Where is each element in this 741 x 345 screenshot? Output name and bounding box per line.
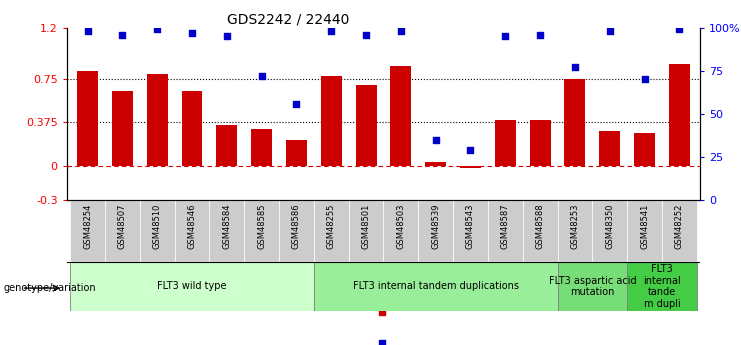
Bar — [321, 76, 342, 166]
Bar — [147, 73, 167, 166]
Text: FLT3
internal
tande
m dupli: FLT3 internal tande m dupli — [643, 264, 681, 309]
Point — [290, 101, 302, 106]
Point — [376, 341, 388, 345]
Bar — [391, 66, 411, 166]
Text: FLT3 internal tandem duplications: FLT3 internal tandem duplications — [353, 282, 519, 291]
Point — [569, 65, 581, 70]
Bar — [418, 200, 453, 262]
Bar — [182, 91, 202, 166]
Bar — [522, 200, 557, 262]
Text: GSM48501: GSM48501 — [362, 203, 370, 249]
Point — [82, 28, 93, 34]
Bar — [557, 200, 592, 262]
Point — [465, 147, 476, 153]
Text: FLT3 wild type: FLT3 wild type — [157, 282, 227, 291]
Bar — [599, 131, 620, 166]
Text: GSM48507: GSM48507 — [118, 203, 127, 249]
Bar — [245, 200, 279, 262]
Bar — [314, 200, 349, 262]
Bar — [175, 200, 210, 262]
Point — [674, 27, 685, 32]
Text: GSM48541: GSM48541 — [640, 203, 649, 249]
Point — [325, 28, 337, 34]
Bar — [70, 262, 314, 310]
Bar — [314, 262, 557, 310]
Bar — [662, 200, 697, 262]
Bar — [140, 200, 175, 262]
Bar — [210, 200, 245, 262]
Point — [256, 73, 268, 79]
Bar — [384, 200, 418, 262]
Bar — [557, 262, 627, 310]
Title: GDS2242 / 22440: GDS2242 / 22440 — [227, 12, 350, 27]
Text: GSM48586: GSM48586 — [292, 203, 301, 249]
Bar — [453, 200, 488, 262]
Bar — [286, 140, 307, 166]
Bar — [425, 162, 446, 166]
Bar — [460, 166, 481, 168]
Text: GSM48543: GSM48543 — [466, 203, 475, 249]
Text: GSM48584: GSM48584 — [222, 203, 231, 249]
Bar — [592, 200, 627, 262]
Bar — [70, 200, 105, 262]
Text: GSM48254: GSM48254 — [83, 203, 92, 249]
Bar — [488, 200, 522, 262]
Bar — [349, 200, 384, 262]
Point — [604, 28, 616, 34]
Point — [639, 77, 651, 82]
Bar — [251, 129, 272, 166]
Text: GSM48588: GSM48588 — [536, 203, 545, 249]
Text: GSM48585: GSM48585 — [257, 203, 266, 249]
Text: GSM48503: GSM48503 — [396, 203, 405, 249]
Bar — [627, 200, 662, 262]
Point — [499, 33, 511, 39]
Bar — [112, 91, 133, 166]
Bar — [279, 200, 314, 262]
Point — [395, 28, 407, 34]
Bar — [530, 120, 551, 166]
Bar — [216, 125, 237, 166]
Text: genotype/variation: genotype/variation — [4, 283, 96, 293]
Point — [430, 137, 442, 142]
Bar — [105, 200, 140, 262]
Text: GSM48539: GSM48539 — [431, 203, 440, 249]
Bar — [495, 120, 516, 166]
Bar — [634, 134, 655, 166]
Point — [151, 27, 163, 32]
Point — [116, 32, 128, 37]
Text: GSM48350: GSM48350 — [605, 203, 614, 249]
Text: FLT3 aspartic acid
mutation: FLT3 aspartic acid mutation — [548, 276, 636, 297]
Text: GSM48255: GSM48255 — [327, 203, 336, 249]
Bar — [669, 65, 690, 166]
Bar — [565, 79, 585, 166]
Text: GSM48253: GSM48253 — [571, 203, 579, 249]
Text: GSM48510: GSM48510 — [153, 203, 162, 249]
Point — [534, 32, 546, 37]
Text: GSM48587: GSM48587 — [501, 203, 510, 249]
Point — [186, 30, 198, 36]
Bar — [77, 71, 98, 166]
Bar — [627, 262, 697, 310]
Point — [376, 309, 388, 315]
Point — [360, 32, 372, 37]
Text: GSM48546: GSM48546 — [187, 203, 196, 249]
Text: GSM48252: GSM48252 — [675, 203, 684, 249]
Bar — [356, 85, 376, 166]
Point — [221, 33, 233, 39]
